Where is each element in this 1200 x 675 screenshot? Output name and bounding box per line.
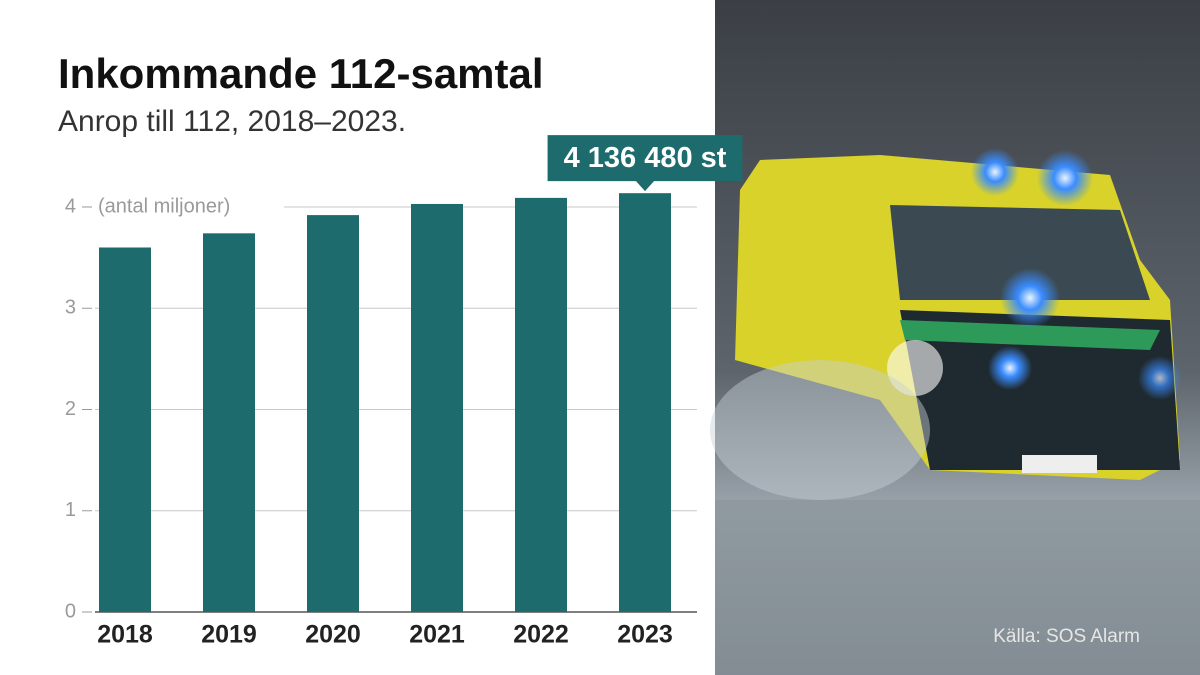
chart-subtitle: Anrop till 112, 2018–2023.: [58, 105, 406, 138]
bar: [619, 193, 671, 612]
callout-box: [547, 135, 743, 192]
y-tick-label: 3: [65, 297, 76, 319]
y-tick-label: 1: [65, 499, 76, 521]
source: Källa: SOS Alarm: [993, 626, 1140, 647]
x-tick-label: 2018: [97, 621, 153, 649]
bar: [99, 247, 151, 612]
chart-title: Inkommande 112-samtal: [58, 50, 544, 97]
y-axis-label: (antal miljoner): [98, 195, 230, 217]
x-tick-label: 2022: [513, 621, 569, 649]
bar: [307, 215, 359, 612]
bar: [515, 197, 567, 612]
bar: [203, 233, 255, 612]
bar: [411, 203, 463, 612]
value-callout: 4 136 480 st: [547, 135, 743, 192]
y-tick-label: 4: [65, 195, 76, 217]
axis-label-bg: [94, 195, 284, 219]
x-tick-label: 2019: [201, 621, 257, 649]
value-label: 4 136 480 st: [564, 142, 727, 174]
photo: [710, 0, 1200, 675]
x-tick-label: 2020: [305, 621, 361, 649]
y-tick-label: 2: [65, 398, 76, 420]
x-tick-label: 2021: [409, 621, 465, 649]
y-tick-label: 0: [65, 600, 76, 622]
x-tick-label: 2023: [617, 621, 673, 649]
